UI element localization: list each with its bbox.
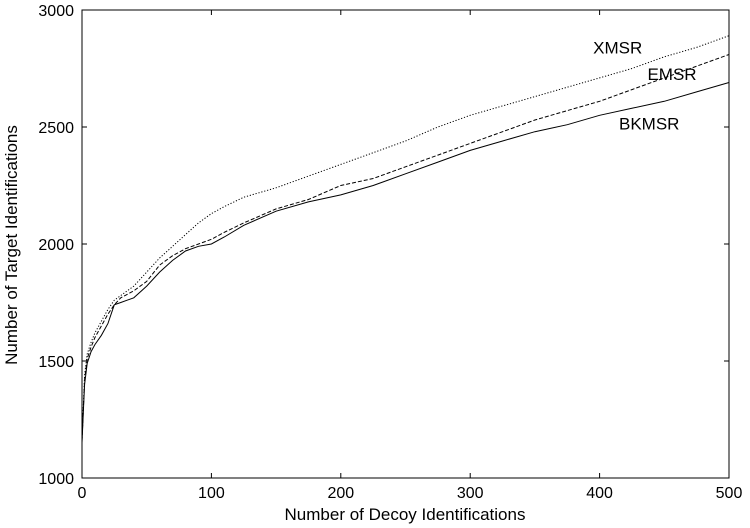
x-tick-label: 400 [586, 485, 613, 502]
x-tick-label: 0 [78, 485, 87, 502]
x-tick-label: 300 [457, 485, 484, 502]
x-tick-label: 200 [327, 485, 354, 502]
x-axis-title: Number of Decoy Identifications [285, 505, 526, 524]
series-line-bkmsr [81, 82, 730, 443]
y-tick-label: 1500 [38, 354, 74, 371]
y-tick-label: 2500 [38, 120, 74, 137]
y-tick-label: 3000 [38, 3, 74, 20]
y-tick-label: 1000 [38, 471, 74, 488]
series-line-emsr [81, 54, 730, 441]
y-axis-title: Number of Target Identifications [2, 125, 21, 365]
series-line-xmsr [81, 35, 730, 439]
plot-frame [81, 9, 730, 479]
y-tick-label: 2000 [38, 237, 74, 254]
series-label-emsr: EMSR [647, 65, 696, 84]
series-label-bkmsr: BKMSR [619, 114, 679, 133]
series-label-xmsr: XMSR [593, 38, 642, 57]
x-tick-label: 500 [716, 485, 743, 502]
x-tick-label: 100 [198, 485, 225, 502]
